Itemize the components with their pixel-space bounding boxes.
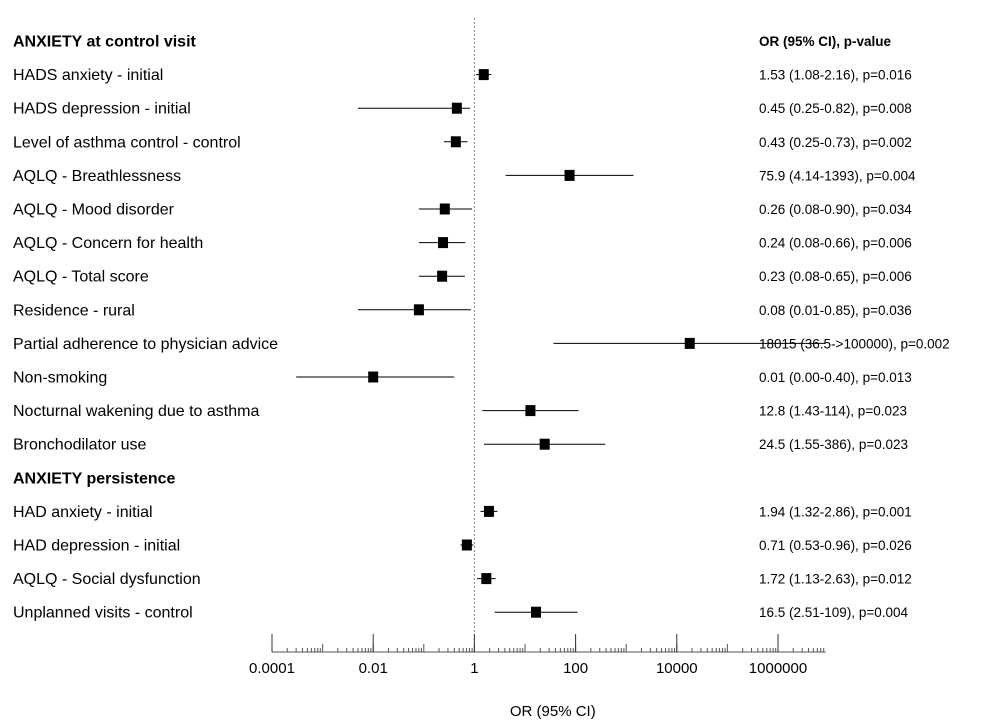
or-point bbox=[564, 169, 575, 181]
forest-row: Residence - rural 0.08 (0.01-0.85), p=0.0… bbox=[13, 302, 912, 319]
forest-row: Unplanned visits - control 16.5 (2.51-109… bbox=[13, 605, 908, 622]
x-tick-label: 1 bbox=[470, 660, 478, 677]
row-label: Nocturnal wakening due to asthma bbox=[13, 403, 259, 420]
row-stat-text: 0.23 (0.08-0.65), p=0.006 bbox=[759, 269, 912, 284]
or-point bbox=[438, 237, 449, 249]
section-row: ANXIETY at control visit bbox=[13, 34, 197, 51]
x-tick-label: 1000000 bbox=[749, 660, 807, 677]
row-label: HAD depression - initial bbox=[13, 538, 180, 555]
forest-row: Partial adherence to physician advice 180… bbox=[13, 336, 950, 353]
forest-row: HAD anxiety - initial 1.94 (1.32-2.86), p… bbox=[13, 504, 912, 521]
forest-row: Nocturnal wakening due to asthma 12.8 (1.… bbox=[13, 403, 907, 420]
section-title: ANXIETY at control visit bbox=[13, 34, 197, 51]
section-title: ANXIETY persistence bbox=[13, 470, 176, 487]
row-stat-text: 0.08 (0.01-0.85), p=0.036 bbox=[759, 303, 912, 318]
row-stat-text: 0.24 (0.08-0.66), p=0.006 bbox=[759, 236, 912, 251]
row-stat-text: 0.71 (0.53-0.96), p=0.026 bbox=[759, 538, 912, 553]
row-stat-text: 1.53 (1.08-2.16), p=0.016 bbox=[759, 68, 912, 83]
row-label: HADS depression - initial bbox=[13, 101, 191, 118]
row-label: AQLQ - Concern for health bbox=[13, 235, 203, 252]
x-tick-label: 10000 bbox=[656, 660, 698, 677]
forest-row: Level of asthma control - control 0.43 (0… bbox=[13, 134, 912, 151]
or-point bbox=[684, 337, 695, 349]
x-axis: 0.0001 0.01 1 100 10000 1000000 bbox=[249, 634, 826, 677]
or-point bbox=[478, 69, 489, 81]
row-stat-text: 1.94 (1.32-2.86), p=0.001 bbox=[759, 504, 912, 519]
or-point bbox=[451, 102, 462, 114]
or-point bbox=[439, 203, 450, 215]
forest-row: Bronchodilator use 24.5 (1.55-386), p=0.0… bbox=[13, 437, 908, 454]
or-point bbox=[481, 573, 492, 585]
forest-row: HADS anxiety - initial 1.53 (1.08-2.16), … bbox=[13, 67, 912, 84]
row-label: HADS anxiety - initial bbox=[13, 67, 163, 84]
or-point bbox=[483, 505, 494, 517]
row-label: AQLQ - Social dysfunction bbox=[13, 571, 201, 588]
or-point bbox=[539, 438, 550, 450]
rows-layer: ANXIETY at control visit HADS anxiety - i… bbox=[13, 34, 950, 622]
row-stat-text: 0.01 (0.00-0.40), p=0.013 bbox=[759, 370, 912, 385]
row-label: HAD anxiety - initial bbox=[13, 504, 153, 521]
forest-row: AQLQ - Mood disorder 0.26 (0.08-0.90), p=… bbox=[13, 202, 912, 219]
forest-row: AQLQ - Social dysfunction 1.72 (1.13-2.63… bbox=[13, 571, 912, 588]
row-label: Level of asthma control - control bbox=[13, 134, 241, 151]
row-stat-text: 18015 (36.5->100000), p=0.002 bbox=[759, 336, 950, 351]
row-stat-text: 0.45 (0.25-0.82), p=0.008 bbox=[759, 101, 912, 116]
row-label: AQLQ - Mood disorder bbox=[13, 202, 175, 219]
stats-header: OR (95% CI), p-value bbox=[759, 34, 892, 49]
row-label: Unplanned visits - control bbox=[13, 605, 193, 622]
or-point bbox=[450, 136, 461, 148]
forest-row: HADS depression - initial 0.45 (0.25-0.82… bbox=[13, 101, 912, 118]
x-tick-label: 0.01 bbox=[359, 660, 388, 677]
row-label: AQLQ - Breathlessness bbox=[13, 168, 181, 185]
row-label: Bronchodilator use bbox=[13, 437, 147, 454]
forest-row: AQLQ - Breathlessness 75.9 (4.14-1393), p… bbox=[13, 168, 916, 185]
forest-row: HAD depression - initial 0.71 (0.53-0.96)… bbox=[13, 538, 912, 555]
row-label: Partial adherence to physician advice bbox=[13, 336, 278, 353]
row-label: Residence - rural bbox=[13, 302, 135, 319]
row-stat-text: 24.5 (1.55-386), p=0.023 bbox=[759, 437, 908, 452]
or-point bbox=[368, 371, 379, 383]
or-point bbox=[437, 270, 448, 282]
x-tick-label: 100 bbox=[563, 660, 588, 677]
x-axis-title: OR (95% CI) bbox=[510, 703, 596, 720]
or-point bbox=[413, 304, 424, 316]
row-label: Non-smoking bbox=[13, 370, 107, 387]
x-tick-label: 0.0001 bbox=[249, 660, 295, 677]
row-stat-text: 75.9 (4.14-1393), p=0.004 bbox=[759, 168, 916, 183]
row-stat-text: 12.8 (1.43-114), p=0.023 bbox=[759, 404, 907, 419]
row-stat-text: 16.5 (2.51-109), p=0.004 bbox=[759, 605, 908, 620]
forest-row: AQLQ - Total score 0.23 (0.08-0.65), p=0.… bbox=[13, 269, 912, 286]
or-point bbox=[525, 405, 536, 417]
row-label: AQLQ - Total score bbox=[13, 269, 149, 286]
section-row: ANXIETY persistence bbox=[13, 470, 176, 487]
forest-row: Non-smoking 0.01 (0.00-0.40), p=0.013 bbox=[13, 370, 912, 387]
or-point bbox=[531, 606, 542, 618]
row-stat-text: 0.43 (0.25-0.73), p=0.002 bbox=[759, 135, 912, 150]
or-point bbox=[461, 539, 472, 551]
forest-row: AQLQ - Concern for health 0.24 (0.08-0.66… bbox=[13, 235, 912, 252]
row-stat-text: 0.26 (0.08-0.90), p=0.034 bbox=[759, 202, 912, 217]
row-stat-text: 1.72 (1.13-2.63), p=0.012 bbox=[759, 572, 912, 587]
